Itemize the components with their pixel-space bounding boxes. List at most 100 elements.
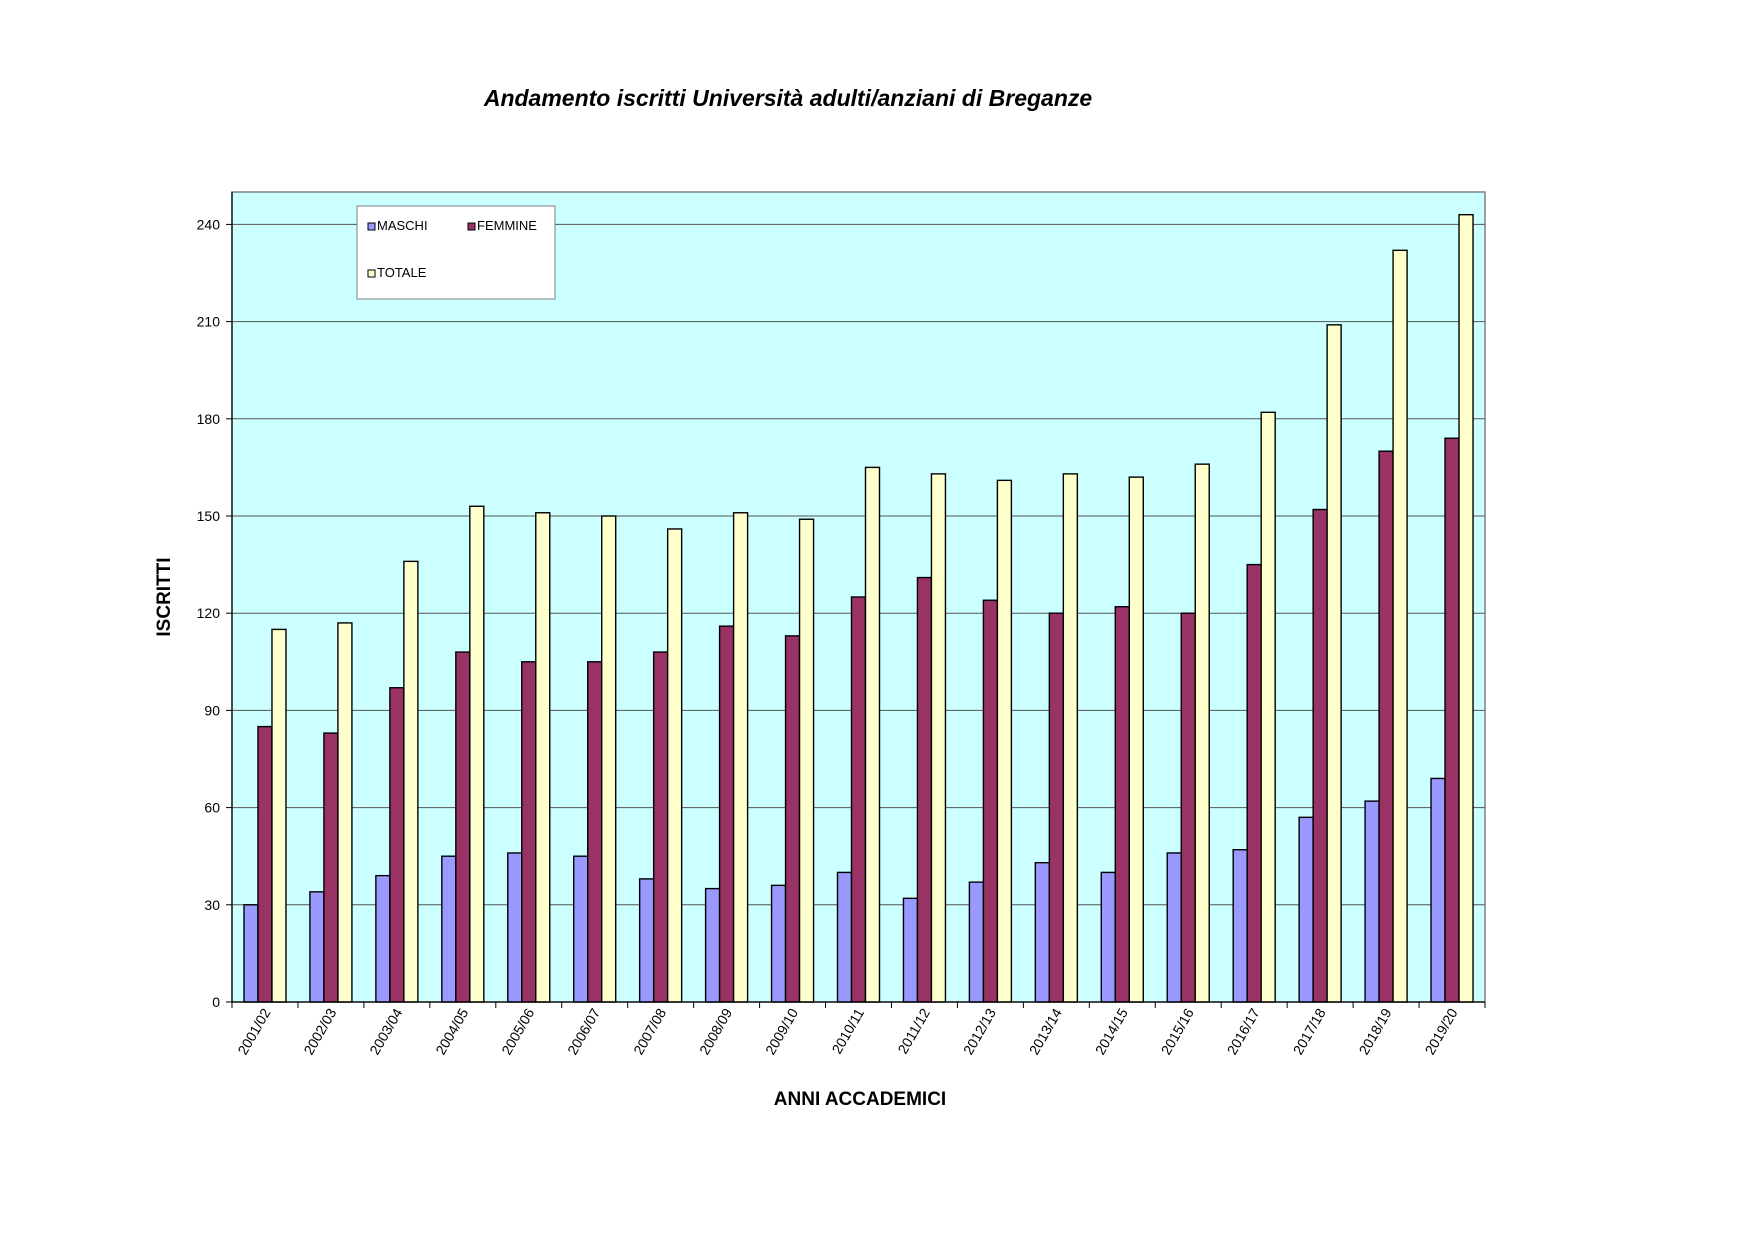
legend-label-maschi: MASCHI: [377, 218, 428, 233]
bar-femmine-2005-06: [521, 661, 537, 1003]
axes: [226, 192, 1486, 1008]
legend-swatch-femmine: [467, 222, 476, 231]
x-tick-label: 2016/17: [1224, 1005, 1263, 1057]
bar-maschi-2019-20: [1430, 777, 1446, 1003]
bar-totale-2009-10: [798, 518, 815, 1003]
bar-maschi-2017-18: [1298, 816, 1314, 1003]
bar-femmine-2012-13: [982, 599, 999, 1003]
bars: [243, 213, 1474, 1003]
x-tick-label: 2006/07: [564, 1005, 603, 1057]
bar-femmine-2013-14: [1048, 612, 1065, 1003]
bar-maschi-2014-15: [1100, 871, 1116, 1003]
y-tick-labels: 0 30 60 90 120 150 180 210 240: [197, 216, 221, 1010]
x-tick-label: 2005/06: [498, 1005, 537, 1057]
bar-maschi-2002-03: [309, 891, 325, 1003]
x-tick-label: 2002/03: [300, 1005, 339, 1057]
bar-totale-2004-05: [469, 505, 485, 1003]
bar-totale-2005-06: [535, 512, 551, 1003]
bar-maschi-2006-07: [573, 855, 589, 1003]
bar-maschi-2003-04: [375, 874, 391, 1003]
y-tick-label: 210: [197, 314, 221, 330]
legend-label-totale: TOTALE: [377, 265, 427, 280]
bar-maschi-2001-02: [243, 904, 259, 1003]
x-tick-label: 2004/05: [432, 1005, 471, 1057]
bar-femmine-2002-03: [323, 732, 339, 1003]
bar-maschi-2004-05: [441, 855, 457, 1003]
y-tick-label: 240: [197, 216, 221, 232]
bar-femmine-2003-04: [389, 687, 405, 1003]
bar-totale-2011-12: [930, 473, 947, 1003]
bar-totale-2014-15: [1128, 476, 1144, 1003]
x-tick-label: 2012/13: [960, 1005, 999, 1057]
bar-femmine-2010-11: [850, 596, 867, 1003]
y-axis-title: ISCRITTI: [154, 557, 175, 636]
bar-maschi-2012-13: [968, 881, 985, 1003]
bar-maschi-2018-19: [1364, 800, 1380, 1003]
bar-maschi-2010-11: [836, 871, 853, 1003]
x-tick-label: 2011/12: [894, 1005, 933, 1056]
bar-femmine-2016-17: [1246, 563, 1262, 1003]
bar-totale-2015-16: [1194, 463, 1210, 1003]
bar-totale-2001-02: [271, 628, 287, 1003]
bar-femmine-2001-02: [257, 725, 273, 1003]
x-tick-label: 2003/04: [366, 1005, 405, 1057]
x-tick-label: 2001/02: [234, 1005, 273, 1057]
y-tick-label: 180: [197, 411, 221, 427]
bar-femmine-2011-12: [916, 576, 933, 1003]
bar-femmine-2008-09: [718, 625, 735, 1003]
bar-femmine-2017-18: [1312, 508, 1328, 1003]
x-tick-label: 2009/10: [762, 1005, 801, 1057]
bar-maschi-2008-09: [704, 887, 721, 1003]
bar-femmine-2019-20: [1444, 437, 1460, 1003]
bar-maschi-2011-12: [902, 897, 919, 1003]
x-tick-label: 2008/09: [696, 1005, 735, 1057]
legend-swatch-totale: [367, 269, 376, 278]
bar-totale-2002-03: [337, 622, 353, 1003]
bar-femmine-2009-10: [784, 635, 801, 1003]
bar-femmine-2004-05: [455, 651, 471, 1003]
bar-femmine-2007-08: [652, 651, 669, 1003]
x-tick-label: 2013/14: [1026, 1005, 1065, 1057]
y-tick-label: 60: [204, 800, 220, 816]
bar-totale-2012-13: [996, 479, 1013, 1003]
bar-maschi-2007-08: [638, 878, 655, 1003]
chart-title: Andamento iscritti Università adulti/anz…: [483, 85, 1093, 111]
bar-maschi-2005-06: [507, 852, 523, 1003]
x-tick-label: 2017/18: [1290, 1005, 1329, 1057]
x-tick-label: 2007/08: [630, 1005, 669, 1057]
bar-totale-2007-08: [666, 528, 683, 1003]
x-tick-label: 2019/20: [1421, 1005, 1460, 1057]
bar-totale-2013-14: [1062, 473, 1079, 1003]
bar-totale-2006-07: [601, 515, 617, 1003]
bar-totale-2010-11: [864, 466, 881, 1003]
bar-totale-2019-20: [1458, 213, 1474, 1003]
bar-totale-2017-18: [1326, 324, 1342, 1003]
x-tick-label: 2014/15: [1092, 1005, 1131, 1057]
x-tick-labels: 2001/02 2002/03 2003/04 2004/05 2005/06 2006/…: [234, 1005, 1460, 1057]
bar-femmine-2014-15: [1114, 606, 1130, 1003]
bar-femmine-2006-07: [587, 661, 603, 1003]
y-tick-label: 0: [212, 994, 220, 1010]
x-tick-label: 2010/11: [828, 1005, 867, 1056]
x-axis-title: ANNI ACCADEMICI: [774, 1089, 946, 1110]
legend-box: [356, 205, 556, 300]
x-tick-label: 2015/16: [1158, 1005, 1197, 1057]
y-tick-label: 90: [204, 702, 220, 718]
gridlines: [232, 223, 1485, 906]
x-tick-label: 2018/19: [1356, 1005, 1395, 1057]
legend: MASCHI FEMMINE TOTALE: [356, 205, 556, 300]
y-tick-label: 120: [197, 605, 221, 621]
bar-maschi-2009-10: [770, 884, 787, 1003]
bar-femmine-2015-16: [1180, 612, 1196, 1003]
y-tick-label: 150: [197, 508, 221, 524]
legend-label-femmine: FEMMINE: [477, 218, 537, 233]
bar-totale-2018-19: [1392, 249, 1408, 1003]
bar-maschi-2013-14: [1034, 861, 1051, 1003]
legend-swatch-maschi: [367, 222, 376, 231]
bar-totale-2016-17: [1260, 411, 1276, 1003]
bar-maschi-2016-17: [1232, 849, 1248, 1003]
bar-totale-2008-09: [732, 512, 749, 1003]
bar-totale-2003-04: [403, 560, 419, 1003]
y-tick-label: 30: [204, 897, 220, 913]
